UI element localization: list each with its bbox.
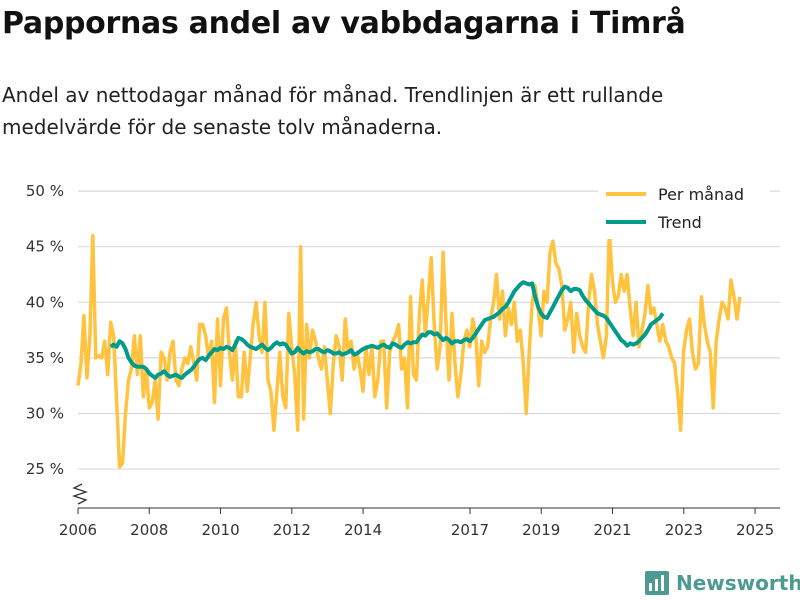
legend-label-per-manad: Per månad — [658, 185, 744, 204]
y-tick-label: 25 % — [26, 460, 64, 478]
legend-background — [598, 181, 770, 239]
x-tick-label: 2023 — [665, 521, 703, 539]
legend: Per månad Trend — [598, 181, 770, 239]
legend-label-trend: Trend — [657, 213, 702, 232]
brand-logo: Newsworthy — [644, 570, 800, 596]
chart-subtitle: Andel av nettodagar månad för månad. Tre… — [2, 83, 664, 139]
chart-title: Pappornas andel av vabbdagarna i Timrå — [2, 6, 686, 41]
y-tick-label: 30 % — [26, 404, 64, 422]
x-axis: 2006 2008 2010 2012 2014 2017 2019 2021 2023 2025 — [59, 507, 780, 539]
x-tick-label: 2017 — [451, 521, 489, 539]
x-tick-label: 2025 — [736, 521, 774, 539]
x-tick-label: 2021 — [593, 521, 631, 539]
y-axis-labels: 25 % 30 % 35 % 40 % 45 % 50 % — [26, 182, 64, 478]
x-tick-label: 2019 — [522, 521, 560, 539]
y-tick-label: 35 % — [26, 349, 64, 367]
x-tick-label: 2012 — [273, 521, 311, 539]
series-line-trend — [109, 280, 665, 380]
x-tick-label: 2008 — [130, 521, 168, 539]
x-tick-label: 2014 — [344, 521, 382, 539]
y-tick-label: 50 % — [26, 182, 64, 200]
brand-name: Newsworthy — [676, 571, 800, 595]
x-tick-label: 2006 — [59, 521, 97, 539]
x-tick-label: 2010 — [201, 521, 239, 539]
series-line-per-manad — [76, 228, 742, 469]
y-axis-break-icon — [71, 483, 89, 505]
y-tick-label: 45 % — [26, 238, 64, 256]
axis-break-zigzag — [71, 483, 89, 505]
newsworthy-logo-icon — [645, 571, 669, 595]
y-tick-label: 40 % — [26, 293, 64, 311]
